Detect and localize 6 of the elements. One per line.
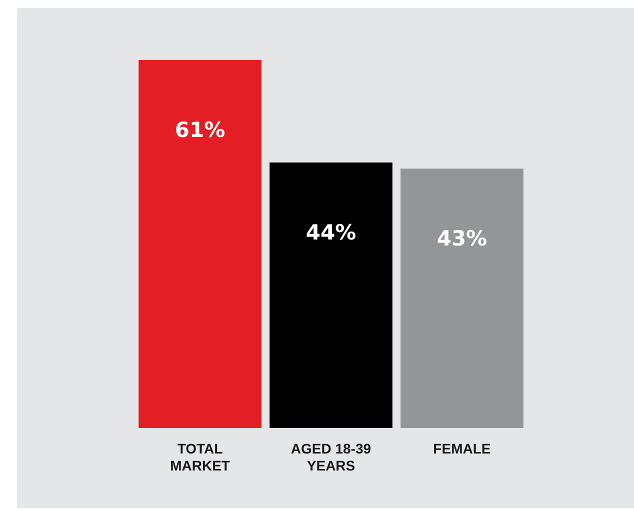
x-tick-label: TOTAL MARKET bbox=[170, 440, 230, 474]
data-label: 43% bbox=[436, 226, 488, 251]
x-tick-label: AGED 18-39 YEARS bbox=[290, 440, 372, 474]
data-label: 44% bbox=[306, 220, 356, 245]
x-tick-label: FEMALE bbox=[433, 440, 491, 456]
data-label: 61% bbox=[174, 118, 226, 142]
